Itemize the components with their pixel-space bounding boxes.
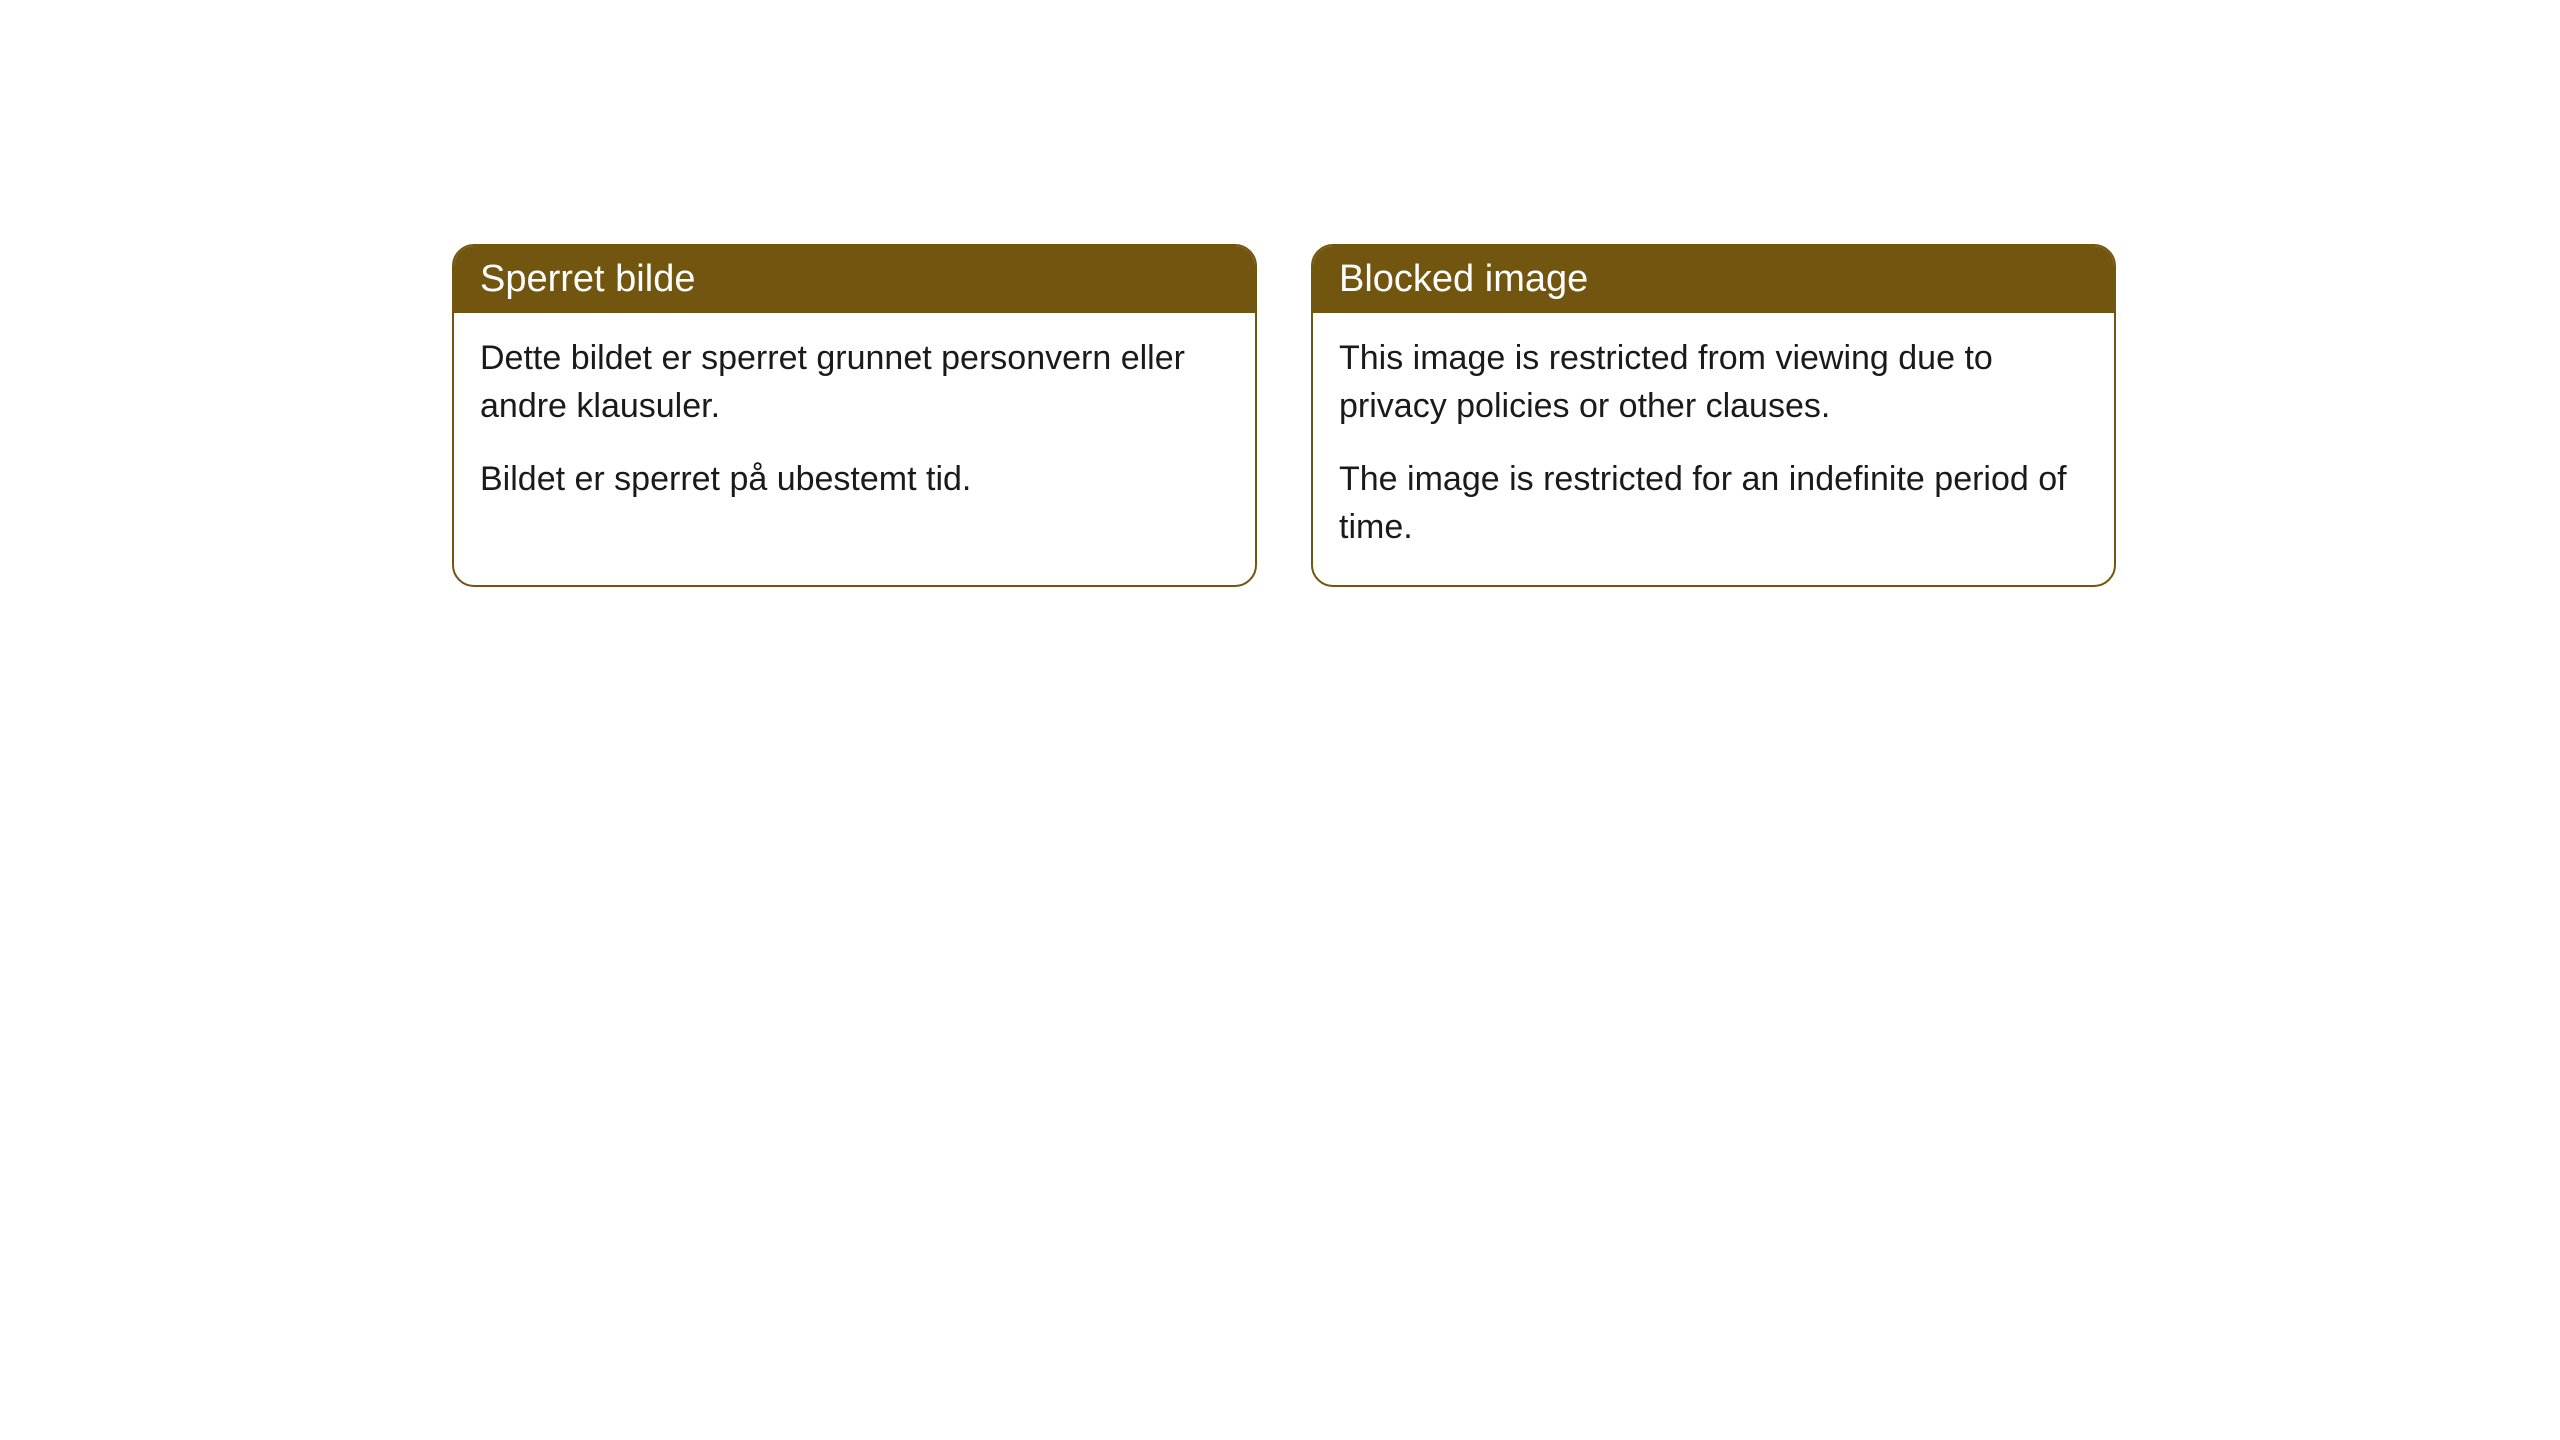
card-body-english: This image is restricted from viewing du… xyxy=(1313,313,2114,585)
card-paragraph: Dette bildet er sperret grunnet personve… xyxy=(480,335,1229,430)
card-paragraph: Bildet er sperret på ubestemt tid. xyxy=(480,456,1229,504)
card-paragraph: The image is restricted for an indefinit… xyxy=(1339,456,2088,551)
card-title: Blocked image xyxy=(1339,258,1588,300)
blocked-image-card-norwegian: Sperret bilde Dette bildet er sperret gr… xyxy=(452,244,1257,587)
card-header-english: Blocked image xyxy=(1313,246,2114,313)
card-body-norwegian: Dette bildet er sperret grunnet personve… xyxy=(454,313,1255,538)
card-title: Sperret bilde xyxy=(480,258,695,300)
blocked-image-notices: Sperret bilde Dette bildet er sperret gr… xyxy=(452,244,2116,587)
card-header-norwegian: Sperret bilde xyxy=(454,246,1255,313)
blocked-image-card-english: Blocked image This image is restricted f… xyxy=(1311,244,2116,587)
card-paragraph: This image is restricted from viewing du… xyxy=(1339,335,2088,430)
